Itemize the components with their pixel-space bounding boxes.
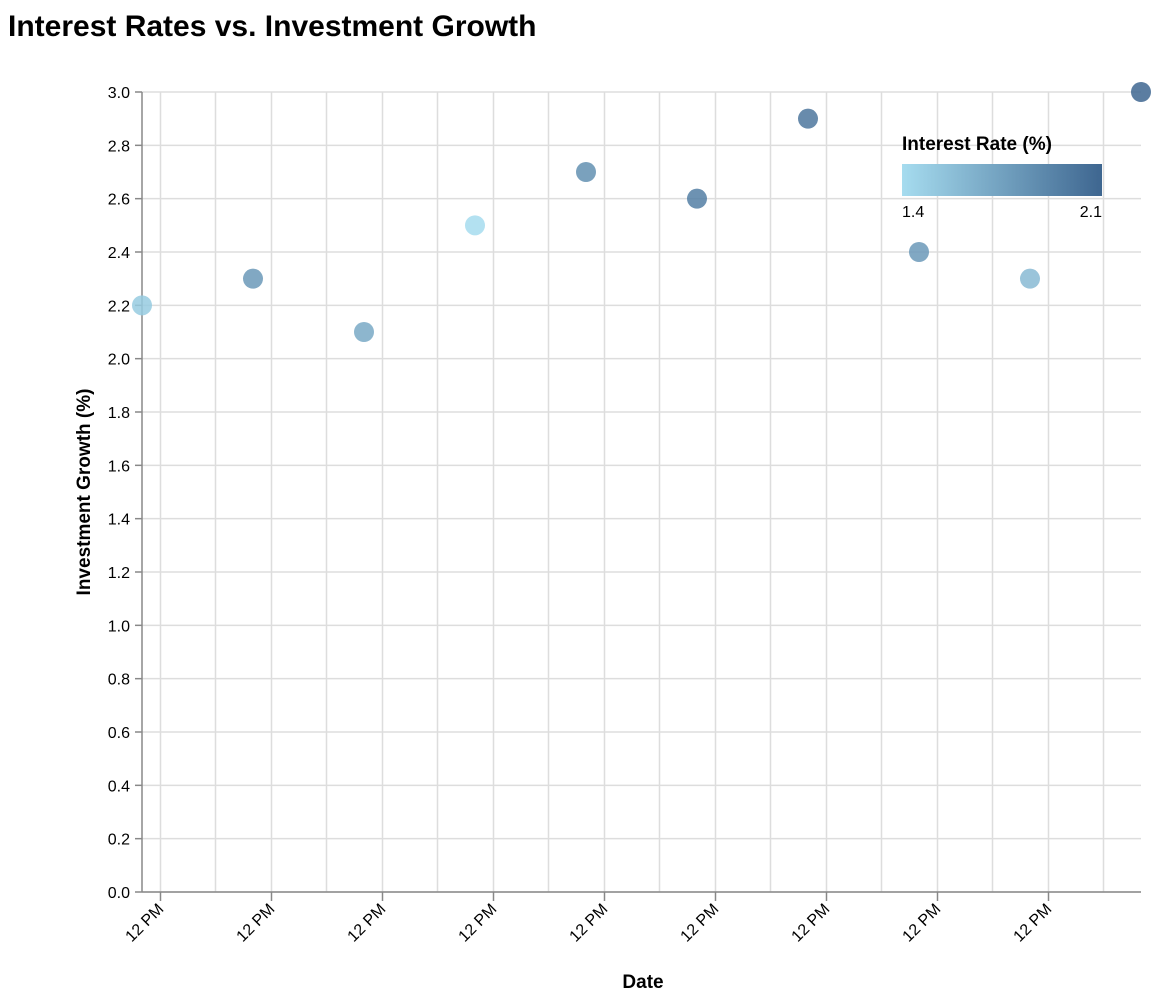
- axes: 0.0 0.2 0.4 0.6 0.8 1.0 1.2 1.4 1.6 1.8 2.0 2.2 2.4 2…: [108, 85, 1141, 946]
- data-point: [798, 108, 818, 129]
- data-point: [132, 295, 152, 316]
- data-point: [687, 188, 707, 209]
- color-legend: Interest Rate (%) 1.4 2.1: [902, 134, 1102, 221]
- data-points: [132, 82, 1151, 342]
- y-tick-label: 2.8: [108, 138, 130, 155]
- x-tick-label: 12 PM: [123, 901, 168, 946]
- x-tick-label: 12 PM: [567, 901, 612, 946]
- x-tick-label: 12 PM: [900, 901, 945, 946]
- y-tick-label: 0.0: [108, 885, 130, 902]
- y-tick-label: 1.4: [108, 512, 130, 529]
- data-point: [1020, 268, 1040, 289]
- y-tick-label: 2.6: [108, 192, 130, 209]
- y-tick-label: 2.2: [108, 298, 130, 315]
- data-point: [354, 322, 374, 342]
- legend-title: Interest Rate (%): [902, 134, 1052, 155]
- data-point: [1131, 82, 1151, 102]
- y-tick-label: 0.2: [108, 832, 130, 849]
- data-point: [909, 242, 929, 262]
- x-tick-label: 12 PM: [678, 901, 723, 946]
- y-tick-label: 3.0: [108, 85, 130, 102]
- legend-min-label: 1.4: [902, 204, 924, 221]
- x-tick-label: 12 PM: [345, 901, 390, 946]
- y-tick-label: 1.6: [108, 458, 130, 475]
- data-point: [465, 215, 485, 236]
- x-tick-label: 12 PM: [234, 901, 279, 946]
- x-tick-label: 12 PM: [789, 901, 834, 946]
- data-point: [576, 162, 596, 182]
- y-tick-label: 0.6: [108, 725, 130, 742]
- y-tick-label: 0.8: [108, 672, 130, 689]
- grid: [142, 91, 1141, 893]
- y-tick-label: 0.4: [108, 778, 130, 795]
- legend-max-label: 2.1: [1080, 204, 1102, 221]
- x-tick-label: 12 PM: [1011, 901, 1056, 946]
- data-point: [243, 268, 263, 289]
- y-tick-label: 2.0: [108, 352, 130, 369]
- y-tick-label: 1.0: [108, 618, 130, 635]
- y-tick-label: 2.4: [108, 245, 130, 262]
- legend-gradient-bar: [902, 164, 1102, 196]
- x-axis-title: Date: [622, 972, 663, 993]
- y-tick-label: 1.2: [108, 565, 130, 582]
- chart-title: Interest Rates vs. Investment Growth: [8, 10, 537, 43]
- y-axis-title: Investment Growth (%): [74, 389, 95, 596]
- y-tick-label: 1.8: [108, 405, 130, 422]
- x-tick-label: 12 PM: [456, 901, 501, 946]
